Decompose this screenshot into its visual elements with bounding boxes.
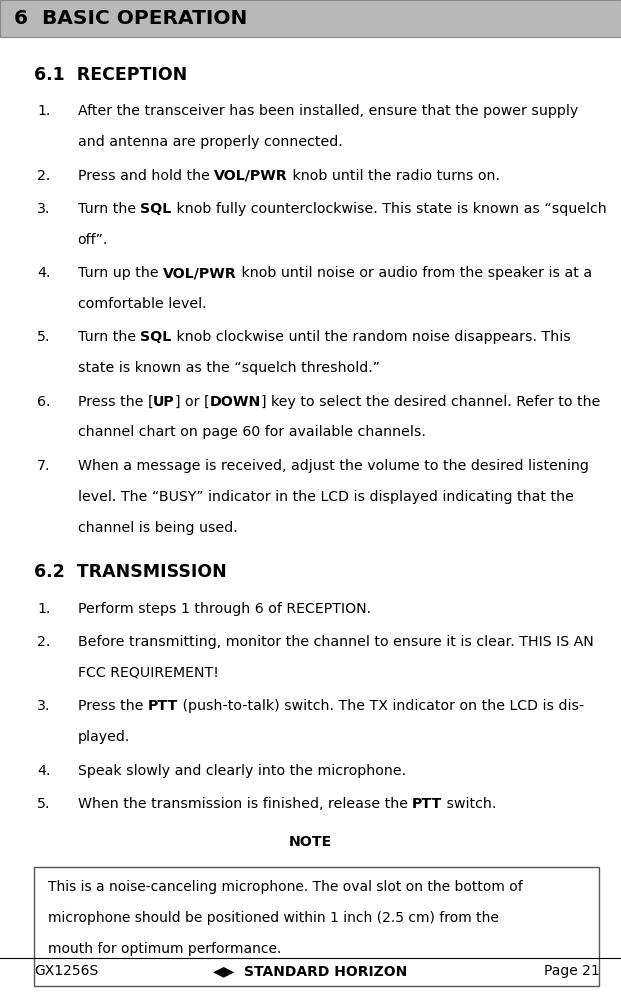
- Text: Speak slowly and clearly into the microphone.: Speak slowly and clearly into the microp…: [78, 764, 406, 778]
- Text: ] or [: ] or [: [175, 394, 210, 408]
- Text: ] key to select the desired channel. Refer to the: ] key to select the desired channel. Ref…: [261, 394, 601, 408]
- Text: 4.: 4.: [37, 764, 51, 778]
- Text: 4.: 4.: [37, 266, 51, 280]
- Text: comfortable level.: comfortable level.: [78, 297, 206, 311]
- Text: ◀▶  STANDARD HORIZON: ◀▶ STANDARD HORIZON: [214, 964, 407, 978]
- Text: When a message is received, adjust the volume to the desired listening: When a message is received, adjust the v…: [78, 459, 589, 473]
- Text: Press the [: Press the [: [78, 394, 153, 408]
- Text: Before transmitting, monitor the channel to ensure it is clear. THIS IS AN: Before transmitting, monitor the channel…: [78, 635, 594, 649]
- Text: 5.: 5.: [37, 331, 51, 345]
- Text: state is known as the “squelch threshold.”: state is known as the “squelch threshold…: [78, 362, 379, 375]
- Text: 6.1  RECEPTION: 6.1 RECEPTION: [34, 66, 188, 84]
- Text: Page 21: Page 21: [543, 964, 599, 978]
- Text: After the transceiver has been installed, ensure that the power supply: After the transceiver has been installed…: [78, 105, 578, 119]
- Text: When the transmission is finished, release the: When the transmission is finished, relea…: [78, 797, 412, 811]
- Text: 1.: 1.: [37, 602, 51, 616]
- Text: Turn up the: Turn up the: [78, 266, 163, 280]
- Text: Turn the: Turn the: [78, 202, 140, 216]
- Text: SQL: SQL: [140, 202, 171, 216]
- Text: 5.: 5.: [37, 797, 51, 811]
- Text: VOL/PWR: VOL/PWR: [214, 168, 288, 182]
- Text: 3.: 3.: [37, 699, 51, 713]
- Bar: [34, 868, 599, 986]
- Text: knob clockwise until the random noise disappears. This: knob clockwise until the random noise di…: [171, 331, 570, 345]
- Text: 6  BASIC OPERATION: 6 BASIC OPERATION: [14, 9, 247, 28]
- Text: microphone should be positioned within 1 inch (2.5 cm) from the: microphone should be positioned within 1…: [48, 911, 499, 925]
- Text: SQL: SQL: [140, 331, 171, 345]
- Text: UP: UP: [153, 394, 175, 408]
- Text: 2.: 2.: [37, 635, 51, 649]
- Text: (push-to-talk) switch. The TX indicator on the LCD is dis-: (push-to-talk) switch. The TX indicator …: [178, 699, 584, 713]
- Text: knob fully counterclockwise. This state is known as “squelch: knob fully counterclockwise. This state …: [171, 202, 606, 216]
- Text: Press and hold the: Press and hold the: [78, 168, 214, 182]
- Text: 6.2  TRANSMISSION: 6.2 TRANSMISSION: [34, 563, 227, 581]
- Text: FCC REQUIREMENT!: FCC REQUIREMENT!: [78, 666, 219, 680]
- Text: This is a noise-canceling microphone. The oval slot on the bottom of: This is a noise-canceling microphone. Th…: [48, 880, 522, 894]
- Text: NOTE: NOTE: [289, 835, 332, 849]
- Text: and antenna are properly connected.: and antenna are properly connected.: [78, 135, 342, 149]
- Text: off”.: off”.: [78, 233, 108, 247]
- Text: channel is being used.: channel is being used.: [78, 521, 237, 535]
- Text: knob until the radio turns on.: knob until the radio turns on.: [288, 168, 500, 182]
- Text: Press the: Press the: [78, 699, 148, 713]
- Text: GX1256S: GX1256S: [34, 964, 98, 978]
- Text: channel chart on page 60 for available channels.: channel chart on page 60 for available c…: [78, 425, 425, 439]
- Text: VOL/PWR: VOL/PWR: [163, 266, 237, 280]
- Text: 1.: 1.: [37, 105, 51, 119]
- Text: Perform steps 1 through 6 of RECEPTION.: Perform steps 1 through 6 of RECEPTION.: [78, 602, 371, 616]
- Text: 2.: 2.: [37, 168, 51, 182]
- Text: 6.: 6.: [37, 394, 51, 408]
- Text: level. The “BUSY” indicator in the LCD is displayed indicating that the: level. The “BUSY” indicator in the LCD i…: [78, 490, 574, 504]
- Text: Turn the: Turn the: [78, 331, 140, 345]
- Text: played.: played.: [78, 730, 130, 744]
- Text: PTT: PTT: [412, 797, 442, 811]
- Text: PTT: PTT: [148, 699, 178, 713]
- Text: 3.: 3.: [37, 202, 51, 216]
- Text: mouth for optimum performance.: mouth for optimum performance.: [48, 942, 281, 956]
- Text: switch.: switch.: [442, 797, 497, 811]
- Bar: [0, 0, 621, 37]
- Text: DOWN: DOWN: [210, 394, 261, 408]
- Text: 7.: 7.: [37, 459, 51, 473]
- Text: knob until noise or audio from the speaker is at a: knob until noise or audio from the speak…: [237, 266, 592, 280]
